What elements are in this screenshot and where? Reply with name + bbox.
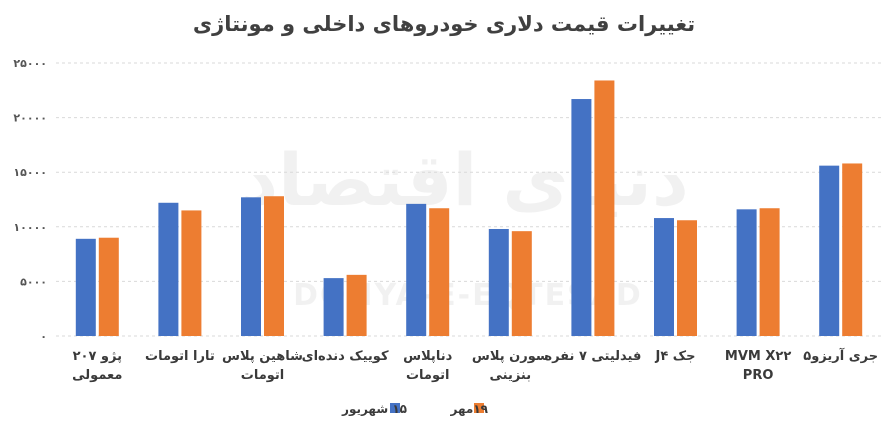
bar-series-1-category-3	[241, 197, 261, 336]
bar-series-1-category-8	[654, 218, 674, 336]
bar-series-1-category-5	[406, 203, 427, 336]
category-label: MVM X۲۲	[725, 349, 791, 364]
category-label: شاهین پلاس	[222, 349, 303, 364]
category-label: پژو ۲۰۷	[73, 349, 122, 364]
bar-series-1-category-9	[736, 209, 757, 336]
category-label: کوییک دنده‌ای	[302, 349, 389, 364]
bar-series-2-category-6	[511, 231, 532, 336]
bar-series-2-category-5	[429, 208, 450, 336]
category-label: تارا اتومات	[145, 349, 215, 364]
legend-swatch-2	[474, 403, 484, 413]
category-label: بنزینی	[489, 368, 531, 383]
chart-title: تغییرات قیمت دلاری خودروهای داخلی و مونت…	[192, 12, 696, 36]
bar-series-2-category-7	[594, 80, 615, 336]
bar-series-1-category-1	[75, 238, 96, 336]
legend-label-2: ۱۹مهر	[450, 402, 489, 416]
bar-series-2-category-9	[759, 208, 780, 336]
y-tick-label: ۲۰۰۰۰	[13, 112, 47, 125]
bar-series-2-category-8	[677, 220, 697, 336]
y-tick-label: ۱۰۰۰۰	[13, 221, 47, 234]
bar-series-1-category-7	[571, 99, 592, 336]
category-label: سورن پلاس	[472, 349, 549, 364]
legend-label-1: ۱۵ شهریور	[341, 402, 407, 417]
y-tick-label: ۰	[40, 330, 47, 343]
category-label: جری آریزو۵	[803, 347, 878, 364]
y-tick-label: ۵۰۰۰	[20, 275, 47, 288]
bar-series-2-category-4	[346, 274, 367, 336]
bar-series-1-category-2	[158, 202, 179, 336]
legend-swatch-1	[390, 403, 400, 413]
y-tick-label: ۱۵۰۰۰	[13, 166, 47, 179]
category-label: دناپلاس	[403, 349, 452, 364]
bar-series-2-category-10	[842, 163, 863, 336]
watermark-logo: دنیای اقتصاد	[241, 138, 689, 222]
category-label: PRO	[743, 368, 774, 383]
category-label: اتومات	[406, 368, 449, 383]
bar-series-2-category-3	[264, 196, 284, 336]
category-label: اتومات	[241, 368, 284, 383]
bar-series-2-category-2	[181, 210, 202, 336]
category-label: فیدلیتی ۷ نفره	[544, 349, 641, 364]
category-label: معمولی	[72, 368, 122, 383]
bar-series-2-category-1	[98, 237, 119, 336]
category-label: جک J۴	[655, 349, 696, 364]
bar-series-1-category-6	[488, 228, 509, 336]
y-tick-label: ۲۵۰۰۰	[13, 57, 47, 70]
bar-series-1-category-4	[323, 278, 344, 336]
bar-series-1-category-10	[819, 165, 840, 336]
